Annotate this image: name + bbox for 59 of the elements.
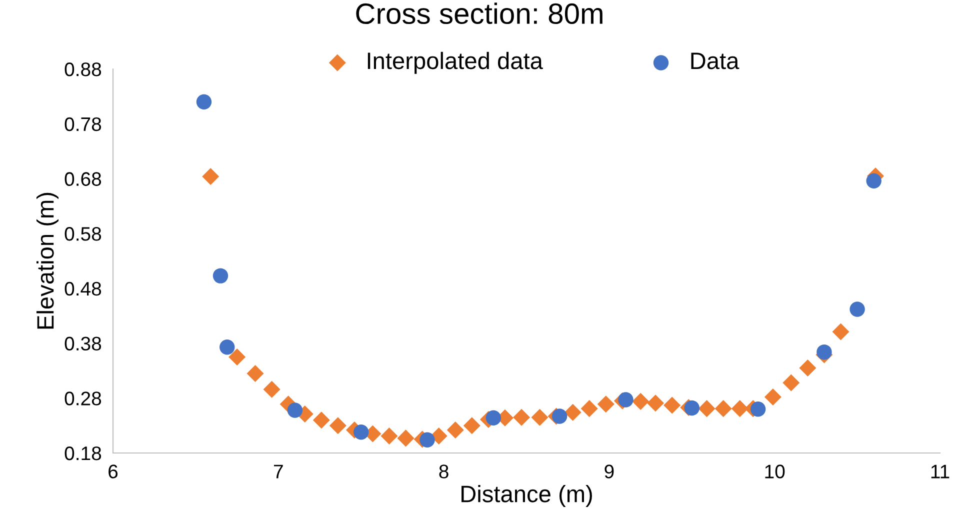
y-tick-label: 0.38 (64, 336, 102, 351)
point (446, 421, 464, 438)
point (731, 400, 748, 418)
y-tick-label: 0.58 (64, 227, 102, 241)
point (764, 388, 782, 406)
y-tick-label: 0.18 (64, 446, 102, 460)
y-tick-label: 0.88 (64, 62, 102, 76)
point (552, 408, 568, 424)
point (463, 417, 480, 434)
point (850, 302, 865, 317)
point (228, 348, 246, 366)
point (196, 94, 212, 110)
x-tick-label: 6 (108, 464, 118, 478)
point (397, 430, 414, 447)
point (380, 427, 398, 444)
point (420, 432, 435, 448)
y-tick-label: 0.78 (64, 117, 102, 132)
point (714, 400, 732, 418)
x-tick-label: 11 (931, 464, 950, 478)
point (430, 427, 448, 444)
y-tick-label: 0.48 (64, 282, 102, 296)
chart-title: Cross section: 80m (356, 2, 602, 24)
point (329, 417, 346, 434)
x-tick-label: 7 (274, 464, 283, 478)
point (531, 408, 548, 426)
point (246, 364, 264, 382)
point (287, 402, 303, 418)
point (782, 374, 800, 392)
point (564, 404, 582, 421)
point (263, 380, 280, 398)
x-tick-label: 10 (765, 464, 785, 478)
point (353, 424, 369, 440)
x-axis-title: Distance (m) (462, 485, 592, 508)
point (698, 400, 716, 418)
point (312, 412, 330, 429)
point (580, 400, 598, 418)
point (632, 392, 650, 410)
point (750, 402, 766, 417)
x-tick-label: 8 (439, 464, 448, 478)
point (647, 394, 664, 412)
y-axis-title: Elevation (m) (36, 192, 58, 329)
point (832, 323, 850, 340)
point (597, 396, 614, 413)
point (202, 168, 220, 186)
point (799, 359, 816, 376)
point (220, 340, 235, 355)
point (212, 268, 228, 284)
y-tick-label: 0.68 (64, 172, 102, 186)
point (816, 344, 832, 360)
point (486, 410, 502, 426)
x-tick-label: 9 (604, 464, 614, 478)
legend-label: Data (691, 52, 740, 70)
point (684, 400, 700, 416)
point (664, 396, 681, 414)
legend-label: Interpolated data (368, 52, 543, 74)
y-tick-label: 0.28 (64, 392, 102, 406)
point (513, 408, 530, 426)
point (866, 173, 882, 189)
point (618, 392, 634, 408)
